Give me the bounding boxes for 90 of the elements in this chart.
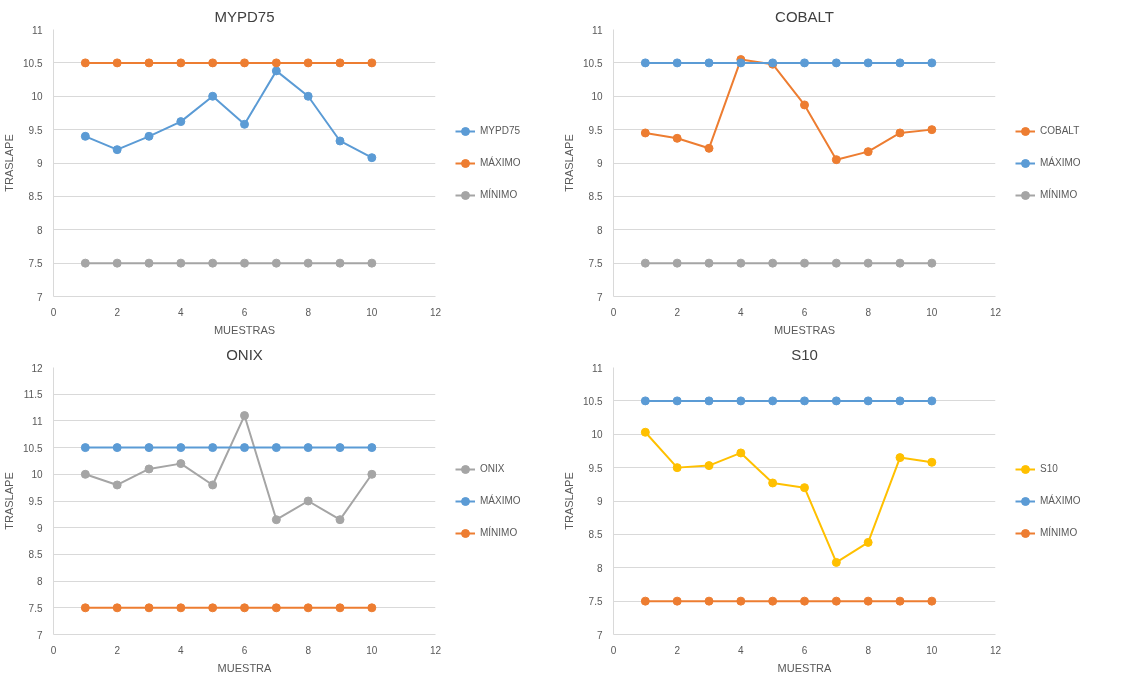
- chart-title: COBALT: [775, 7, 834, 25]
- y-tick-label: 10.5: [23, 442, 43, 454]
- y-tick-label: 7: [36, 629, 43, 641]
- y-tick-label: 10: [31, 91, 43, 103]
- legend-label: MÍNIMO: [480, 189, 518, 200]
- x-tick-label: 12: [989, 644, 1002, 656]
- x-tick-label: 10: [926, 644, 938, 656]
- y-tick-label: 12: [31, 362, 43, 374]
- chart-title: ONIX: [226, 345, 263, 363]
- x-tick-label: 2: [674, 644, 681, 656]
- legend-label: S10: [1040, 463, 1059, 474]
- y-tick-label: 11.5: [23, 389, 43, 401]
- x-tick-label: 10: [366, 644, 378, 656]
- x-tick-label: 6: [241, 306, 248, 318]
- x-tick-label: 8: [865, 644, 872, 656]
- y-tick-label: 7.5: [588, 596, 603, 608]
- y-tick-label: 9: [596, 158, 603, 169]
- x-tick-label: 8: [305, 306, 312, 318]
- y-tick-label: 8.5: [588, 191, 603, 203]
- y-tick-label: 11: [32, 415, 43, 427]
- y-tick-label: 8.5: [28, 549, 43, 561]
- x-tick-label: 12: [429, 644, 442, 656]
- x-tick-label: 0: [50, 644, 57, 656]
- y-tick-label: 8.5: [588, 529, 603, 541]
- x-tick-label: 8: [305, 644, 312, 656]
- x-tick-label: 6: [241, 644, 248, 656]
- x-axis-title: MUESTRAS: [773, 323, 836, 336]
- y-axis-title: TRASLAPE: [563, 472, 576, 530]
- y-tick-label: 7: [36, 291, 43, 303]
- y-tick-label: 9.5: [588, 462, 603, 474]
- y-tick-label: 11: [592, 362, 603, 374]
- y-tick-label: 10.5: [583, 57, 603, 69]
- y-tick-label: 10: [591, 429, 603, 441]
- legend-label: MÍNIMO: [1040, 189, 1078, 200]
- y-tick-label: 7: [596, 629, 603, 641]
- y-tick-label: 9.5: [588, 124, 603, 136]
- y-axis-title: TRASLAPE: [3, 134, 16, 192]
- x-tick-label: 0: [50, 306, 57, 318]
- x-tick-label: 12: [989, 306, 1002, 318]
- x-tick-label: 0: [610, 644, 617, 656]
- legend-label: MÁXIMO: [480, 495, 521, 506]
- x-tick-label: 2: [114, 306, 121, 318]
- x-axis-title: MUESTRAS: [213, 323, 276, 336]
- y-tick-label: 9: [36, 522, 43, 534]
- legend-label: MÁXIMO: [1040, 157, 1081, 168]
- x-tick-label: 4: [738, 644, 745, 656]
- y-tick-label: 8: [596, 224, 603, 236]
- y-tick-label: 10: [591, 91, 603, 103]
- y-tick-label: 7: [596, 291, 603, 303]
- x-tick-label: 4: [178, 306, 185, 318]
- legend-label: MÍNIMO: [480, 527, 518, 538]
- legend-label: COBALT: [1040, 125, 1080, 136]
- y-tick-label: 7.5: [28, 258, 43, 270]
- y-axis-title: TRASLAPE: [563, 134, 576, 192]
- y-tick-label: 9.5: [28, 124, 43, 136]
- legend-label: MÁXIMO: [1040, 495, 1081, 506]
- legend-label: ONIX: [480, 463, 505, 474]
- x-tick-label: 6: [801, 644, 808, 656]
- y-tick-label: 8: [596, 562, 603, 574]
- x-tick-label: 10: [366, 306, 378, 318]
- x-tick-label: 4: [738, 306, 745, 318]
- y-tick-label: 10: [31, 469, 43, 481]
- legend-label: MÍNIMO: [1040, 527, 1078, 538]
- y-tick-label: 7.5: [28, 602, 43, 614]
- y-tick-label: 10.5: [583, 395, 603, 407]
- y-tick-label: 8: [36, 224, 43, 236]
- y-tick-label: 11: [592, 24, 603, 36]
- y-tick-label: 9.5: [28, 496, 43, 507]
- x-tick-label: 2: [114, 644, 121, 656]
- y-tick-label: 9: [36, 158, 43, 169]
- y-tick-label: 8.5: [28, 191, 43, 203]
- chart-title: S10: [791, 345, 818, 363]
- x-axis-title: MUESTRA: [777, 661, 833, 674]
- x-tick-label: 8: [865, 306, 872, 318]
- x-tick-label: 4: [178, 644, 185, 656]
- legend-label: MÁXIMO: [480, 157, 521, 168]
- y-tick-label: 11: [32, 24, 43, 36]
- x-axis-title: MUESTRA: [217, 661, 273, 674]
- x-tick-label: 0: [610, 306, 617, 318]
- y-axis-title: TRASLAPE: [3, 472, 16, 530]
- y-tick-label: 9: [596, 496, 603, 507]
- y-tick-label: 8: [36, 576, 43, 588]
- chart-title: MYPD75: [214, 7, 275, 25]
- legend-label: MYPD75: [480, 125, 521, 136]
- x-tick-label: 12: [429, 306, 442, 318]
- y-tick-label: 7.5: [588, 258, 603, 270]
- y-tick-label: 10.5: [23, 57, 43, 69]
- x-tick-label: 6: [801, 306, 808, 318]
- x-tick-label: 10: [926, 306, 938, 318]
- x-tick-label: 2: [674, 306, 681, 318]
